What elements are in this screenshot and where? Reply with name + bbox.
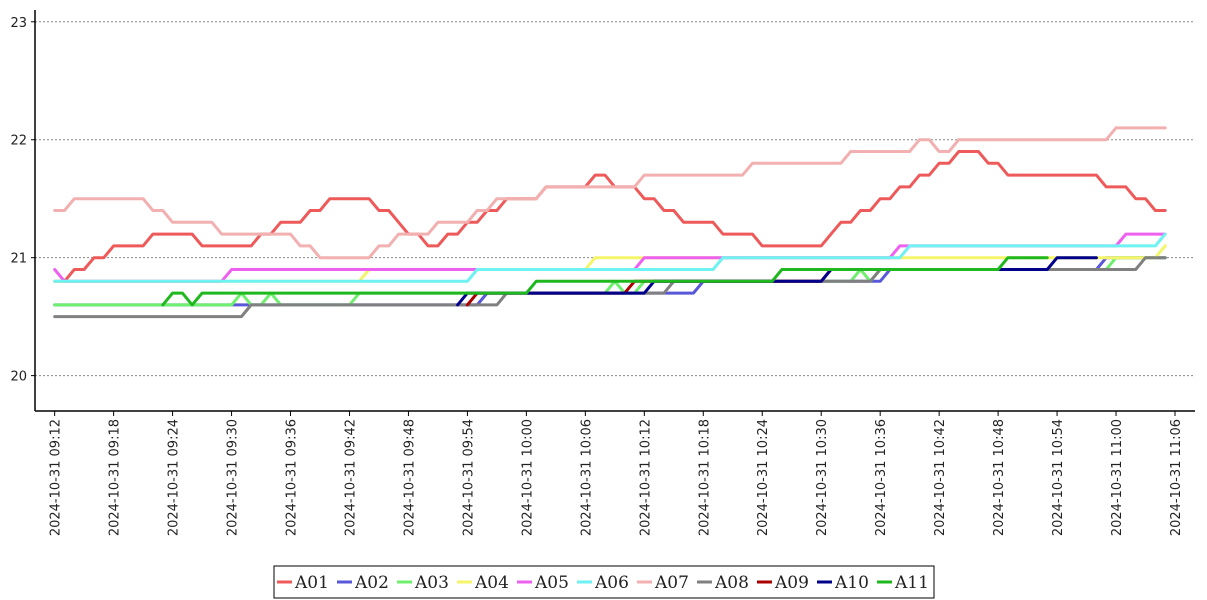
y-grid: 20 21 22 23 bbox=[10, 16, 1195, 385]
y-tick-label: 23 bbox=[10, 16, 27, 31]
legend-label: A08 bbox=[714, 573, 749, 593]
legend-label: A11 bbox=[894, 573, 929, 593]
x-tick-label: 2024-10-31 10:24 bbox=[756, 419, 771, 536]
legend-label: A02 bbox=[354, 573, 389, 593]
series-line-a07 bbox=[53, 126, 1167, 260]
series-group bbox=[53, 126, 1167, 319]
legend-label: A10 bbox=[834, 573, 869, 593]
x-tick-label: 2024-10-31 10:36 bbox=[874, 419, 889, 536]
x-tick-label: 2024-10-31 09:54 bbox=[461, 419, 476, 536]
x-ticks: 2024-10-31 09:12 2024-10-31 09:18 2024-10-… bbox=[49, 411, 1184, 536]
y-tick-label: 22 bbox=[10, 134, 27, 149]
y-tick-label: 21 bbox=[10, 252, 27, 267]
x-tick-label: 2024-10-31 10:30 bbox=[815, 419, 830, 536]
x-tick-label: 2024-10-31 10:48 bbox=[992, 419, 1007, 536]
legend-label: A03 bbox=[414, 573, 449, 593]
legend: A01 A02 A03 A04 A05 A06 A07 A08 A09 A10 A11 bbox=[273, 565, 935, 599]
legend-label: A09 bbox=[774, 573, 809, 593]
x-tick-label: 2024-10-31 10:06 bbox=[579, 419, 594, 536]
legend-label: A01 bbox=[294, 573, 329, 593]
series-line-a11 bbox=[161, 256, 1049, 307]
x-tick-label: 2024-10-31 10:12 bbox=[638, 419, 653, 536]
series-line-a06 bbox=[53, 232, 1167, 283]
series-line-a04 bbox=[53, 244, 1167, 283]
y-tick-label: 20 bbox=[10, 370, 27, 385]
x-tick-label: 2024-10-31 09:30 bbox=[226, 419, 241, 536]
x-tick-label: 2024-10-31 09:18 bbox=[108, 419, 123, 536]
x-tick-label: 2024-10-31 09:48 bbox=[402, 419, 417, 536]
legend-label: A04 bbox=[474, 573, 509, 593]
x-tick-label: 2024-10-31 10:18 bbox=[697, 419, 712, 536]
x-tick-label: 2024-10-31 09:42 bbox=[343, 419, 358, 536]
x-tick-label: 2024-10-31 09:24 bbox=[167, 419, 182, 536]
x-tick-label: 2024-10-31 11:00 bbox=[1110, 419, 1125, 536]
series-line-a08 bbox=[53, 256, 1167, 319]
series-line-a01 bbox=[53, 150, 1167, 283]
x-tick-label: 2024-10-31 09:36 bbox=[285, 419, 300, 536]
x-tick-label: 2024-10-31 10:54 bbox=[1051, 419, 1066, 536]
x-tick-label: 2024-10-31 10:00 bbox=[520, 419, 535, 536]
legend-label: A05 bbox=[534, 573, 569, 593]
legend-label: A06 bbox=[594, 573, 629, 593]
x-tick-label: 2024-10-31 11:06 bbox=[1169, 419, 1184, 536]
x-tick-label: 2024-10-31 09:12 bbox=[49, 419, 64, 536]
legend-label: A07 bbox=[654, 573, 689, 593]
x-tick-label: 2024-10-31 10:42 bbox=[933, 419, 948, 536]
